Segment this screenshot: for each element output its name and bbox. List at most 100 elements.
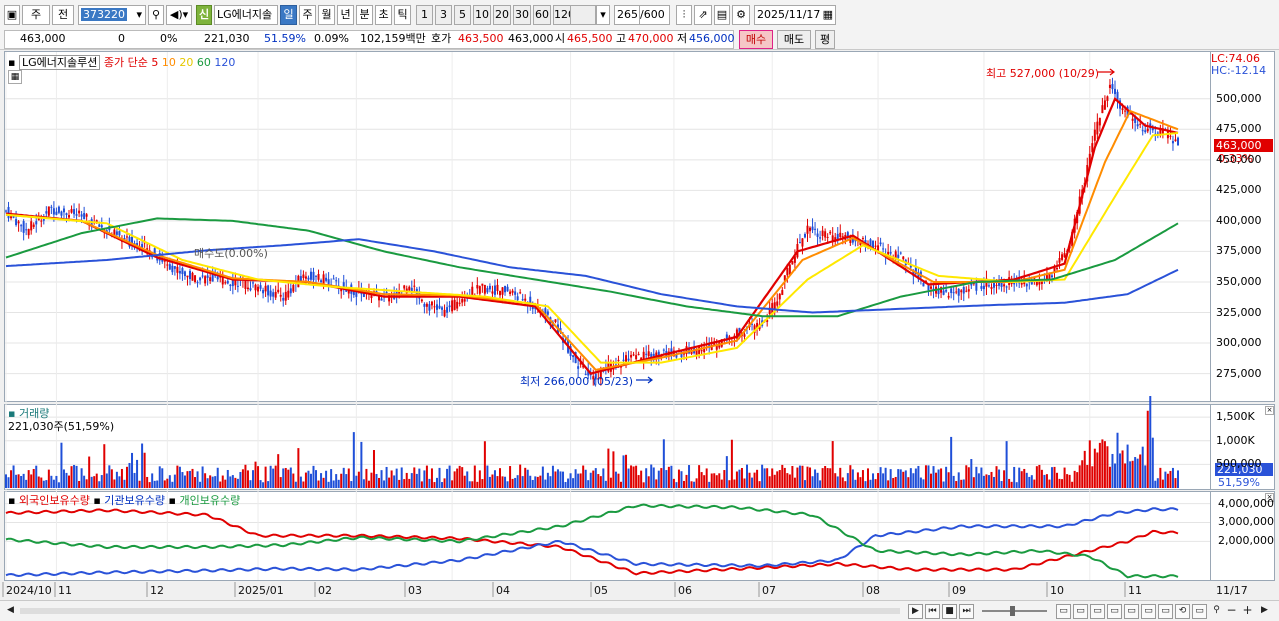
interval-dropdown-icon[interactable]: ▾: [596, 5, 610, 25]
candle-body: [194, 275, 197, 283]
zoom-thumb[interactable]: [1010, 606, 1015, 616]
volume-bar: [768, 476, 771, 488]
chart-title[interactable]: LG에너지솔루션: [18, 55, 101, 70]
table-icon[interactable]: ▦: [8, 70, 22, 84]
scrollbar-track[interactable]: [20, 608, 900, 614]
period-tab[interactable]: 분: [356, 5, 373, 25]
period-tab[interactable]: 년: [337, 5, 354, 25]
tool-icon-8[interactable]: ⟲: [1175, 604, 1190, 619]
period-tab[interactable]: 일: [280, 5, 297, 25]
first-icon[interactable]: ⏮: [925, 604, 940, 619]
pin-icon[interactable]: ⚲: [1213, 605, 1220, 615]
interval-button[interactable]: 1: [416, 5, 433, 25]
tool-icon-2[interactable]: ▭: [1073, 604, 1088, 619]
candle-body: [420, 299, 423, 302]
volume-bar: [246, 470, 249, 488]
volume-bar: [1093, 448, 1096, 488]
volume-bar: [511, 478, 514, 488]
candle-icon[interactable]: ⫶: [676, 5, 692, 25]
count-input[interactable]: 265: [614, 5, 640, 25]
zoom-in-icon[interactable]: +: [1242, 603, 1253, 617]
individual-holdings-line: [5, 503, 1179, 579]
period-tab[interactable]: 초: [375, 5, 392, 25]
volume-close-icon[interactable]: ×: [1265, 406, 1274, 415]
zoom-out-icon[interactable]: −: [1226, 603, 1237, 617]
volume-bar: [483, 441, 486, 488]
candle-body: [246, 287, 249, 290]
search-icon[interactable]: ⚲: [148, 5, 164, 25]
candle-body: [1139, 123, 1142, 125]
turnover-rate: 0.09%: [314, 32, 349, 45]
volume-bar: [1043, 474, 1046, 488]
stop-icon[interactable]: ■: [942, 604, 957, 619]
period-tab[interactable]: 월: [318, 5, 335, 25]
candle-body: [1136, 124, 1139, 127]
tool-icon-6[interactable]: ▭: [1141, 604, 1156, 619]
interval-button[interactable]: 30: [513, 5, 531, 25]
chart-type-icon[interactable]: ⇗: [694, 5, 712, 25]
volume-bar: [330, 469, 333, 488]
interval-button[interactable]: 120: [553, 5, 574, 25]
scroll-left-icon[interactable]: ◀: [7, 605, 14, 615]
gear-icon[interactable]: ⚙: [732, 5, 750, 25]
interval-button[interactable]: 60: [533, 5, 551, 25]
interval-button[interactable]: 20: [493, 5, 511, 25]
candle-body: [861, 238, 864, 240]
period-select[interactable]: 주: [22, 5, 50, 25]
window-icon[interactable]: ▣: [4, 5, 20, 25]
volume-bar: [917, 465, 920, 488]
volume-bar: [1096, 452, 1099, 488]
volume-bar: [1159, 467, 1162, 488]
candle-body: [645, 353, 648, 355]
buy-button[interactable]: 매수: [739, 30, 773, 49]
tool-icon-3[interactable]: ▭: [1090, 604, 1105, 619]
next-icon[interactable]: ▶: [908, 604, 923, 619]
candle-body: [1111, 84, 1114, 90]
volume-bar: [287, 469, 290, 488]
interval-button[interactable]: 10: [473, 5, 491, 25]
volume-bar: [345, 474, 348, 488]
volume-bar: [413, 467, 416, 488]
price-tick: 300,000: [1216, 336, 1262, 350]
candle-body: [778, 293, 781, 300]
sell-button[interactable]: 매도: [777, 30, 811, 49]
candle-body: [965, 290, 968, 292]
interval-button[interactable]: 3: [435, 5, 452, 25]
tool-icon-5[interactable]: ▭: [1124, 604, 1139, 619]
candle-body: [524, 298, 527, 301]
candle-body: [395, 290, 398, 296]
candle-body: [304, 276, 307, 279]
volume-bar: [602, 468, 605, 488]
price-change: 0: [118, 32, 125, 45]
candle-body: [143, 242, 146, 244]
candle-body: [793, 256, 796, 263]
volume-bar: [408, 478, 411, 488]
interval-button[interactable]: 5: [454, 5, 471, 25]
volume-bar: [803, 480, 806, 488]
code-input[interactable]: 373220 ▾: [78, 5, 146, 25]
prev-select[interactable]: 전: [52, 5, 74, 25]
volume-value: 221,030: [204, 32, 250, 45]
scroll-right-icon[interactable]: ▶: [1261, 605, 1268, 615]
tool-icon-4[interactable]: ▭: [1107, 604, 1122, 619]
candle-body: [100, 225, 103, 228]
tool-icon-1[interactable]: ▭: [1056, 604, 1071, 619]
holdings-close-icon[interactable]: ×: [1265, 493, 1274, 502]
last-icon[interactable]: ⏭: [959, 604, 974, 619]
interval-custom-input[interactable]: [570, 5, 596, 25]
candle-body: [1121, 108, 1124, 111]
volume-bar: [1018, 467, 1021, 488]
credit-badge[interactable]: 신: [196, 5, 212, 25]
save-icon[interactable]: ▤: [714, 5, 730, 25]
tool-icon-7[interactable]: ▭: [1158, 604, 1173, 619]
stock-name[interactable]: LG에너지솔: [214, 5, 278, 25]
speaker-icon[interactable]: ◀)▾: [166, 5, 192, 25]
date-input[interactable]: 2025/11/17 ▦: [754, 5, 836, 25]
candle-body: [703, 346, 706, 353]
volume-bar: [365, 468, 368, 488]
period-tab[interactable]: 틱: [394, 5, 411, 25]
eval-button[interactable]: 평: [815, 30, 835, 49]
tool-icon-9[interactable]: ▭: [1192, 604, 1207, 619]
period-tab[interactable]: 주: [299, 5, 316, 25]
